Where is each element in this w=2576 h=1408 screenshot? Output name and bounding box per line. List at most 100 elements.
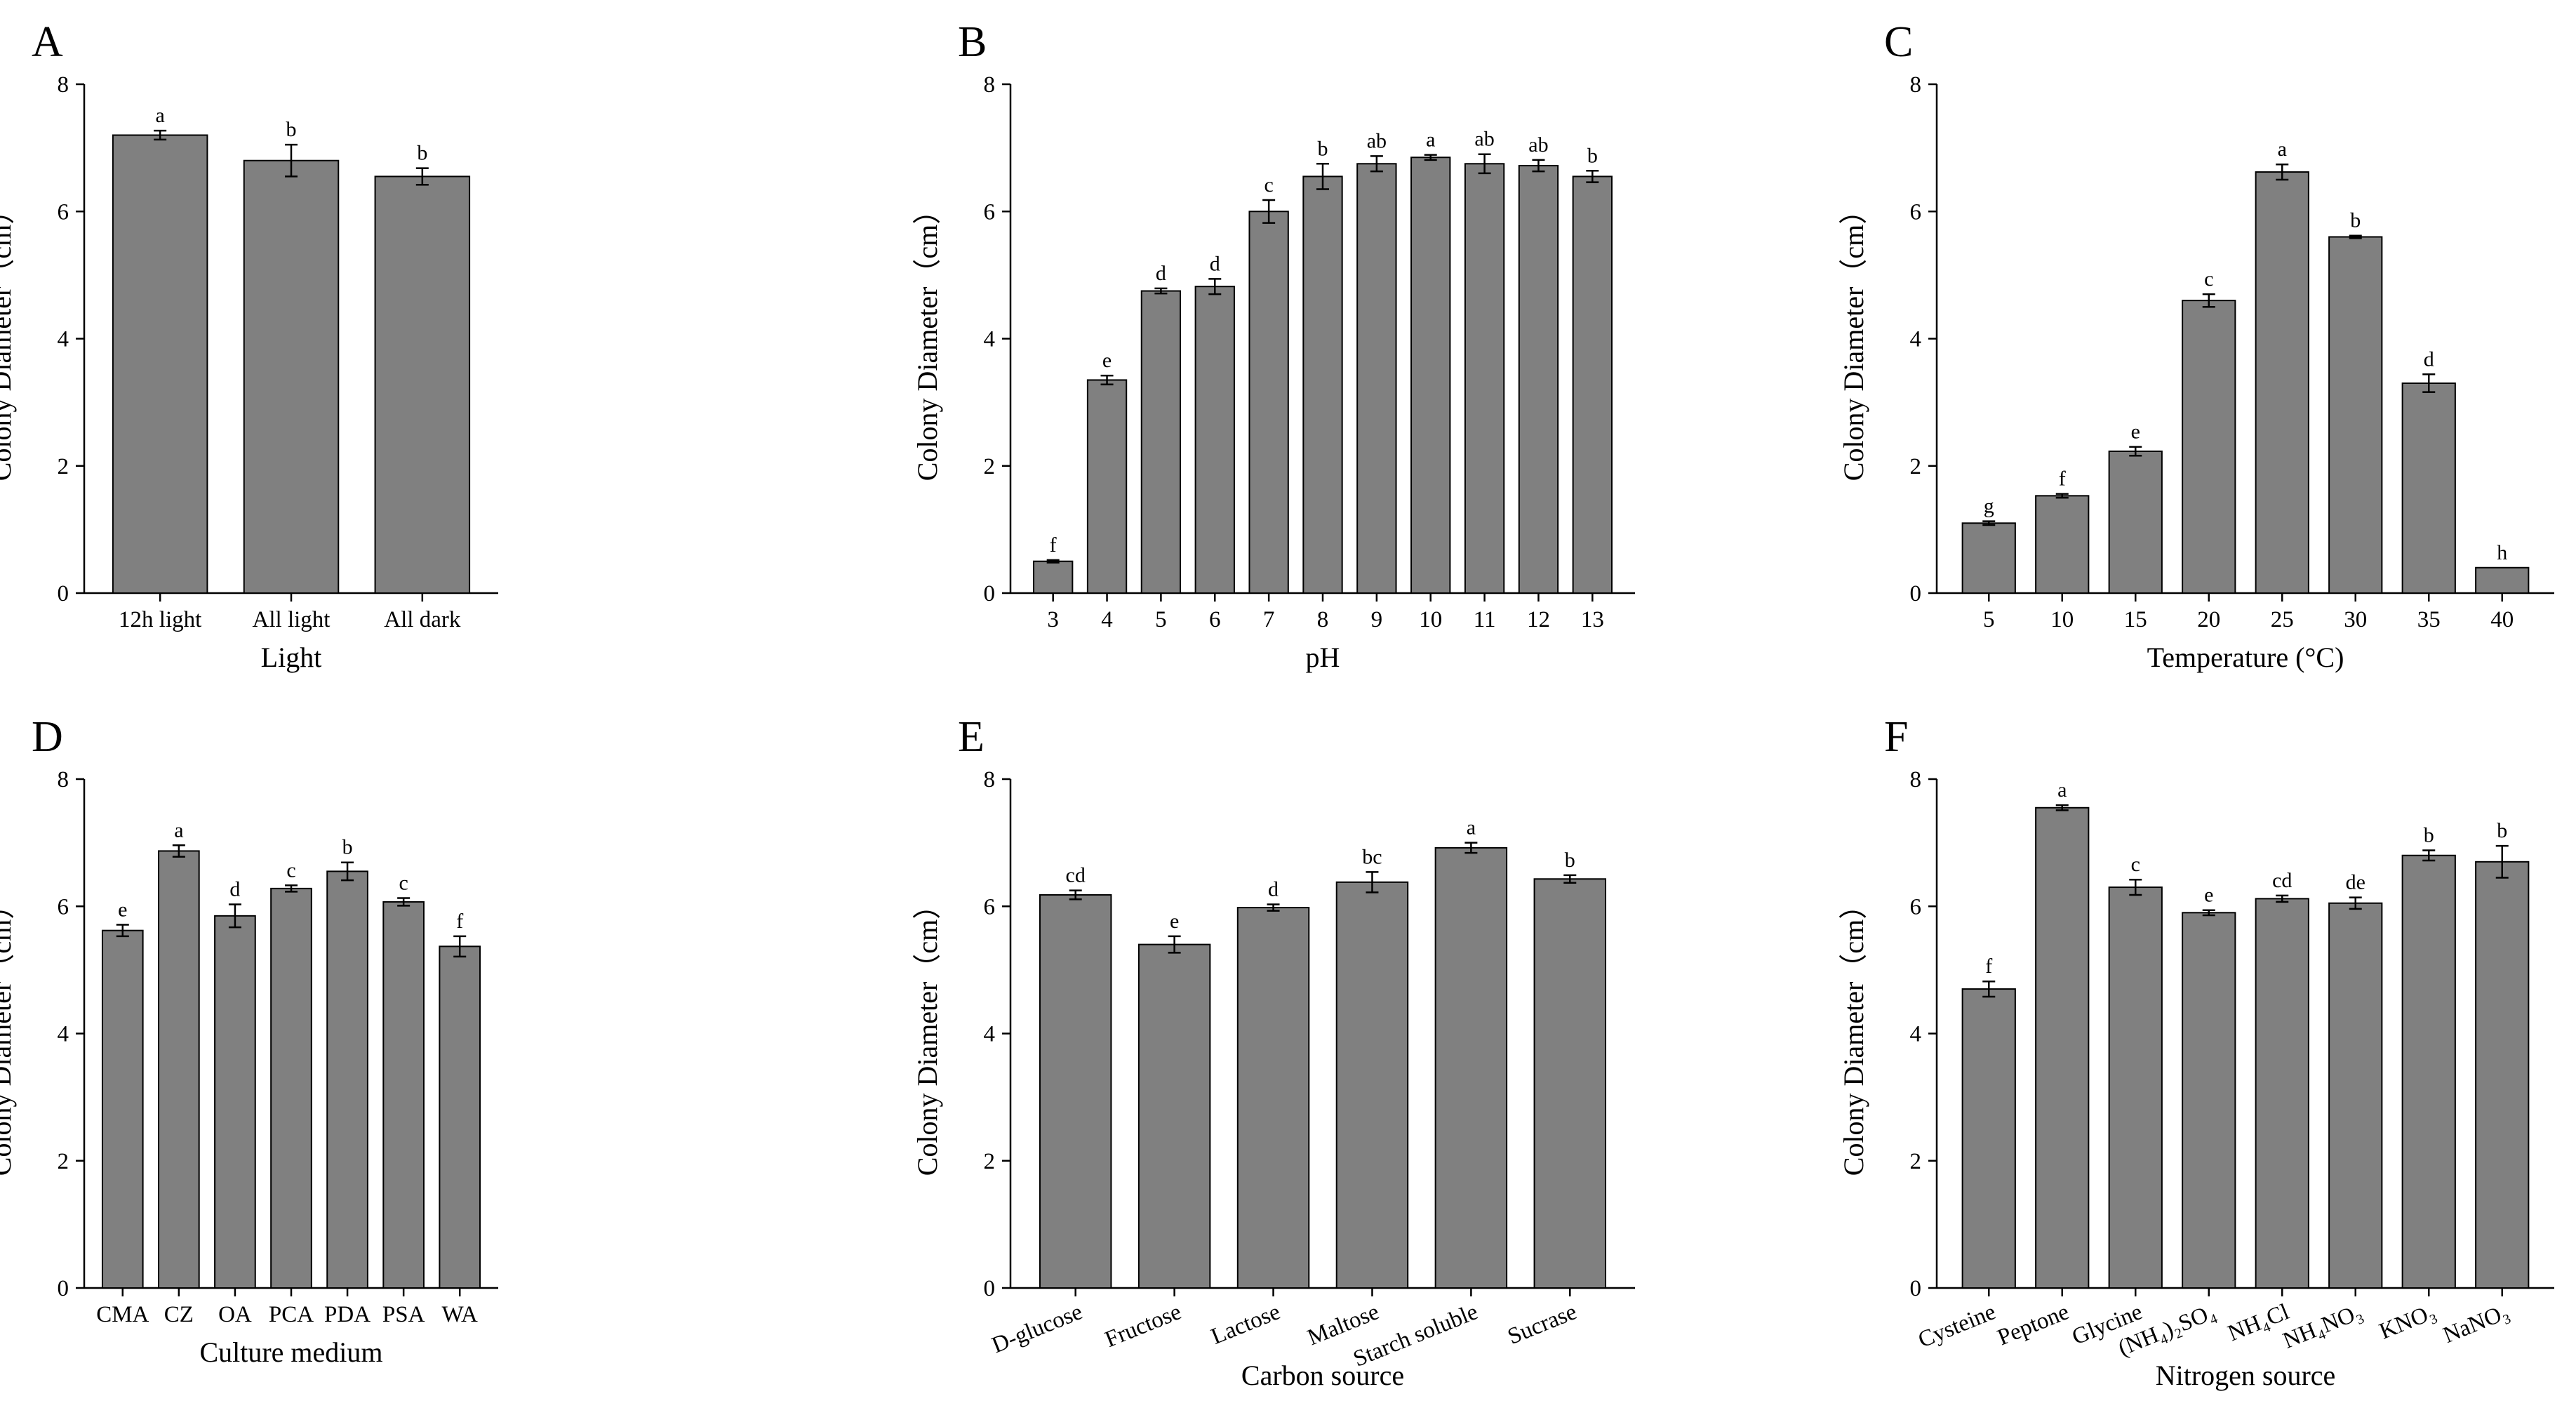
bar bbox=[1410, 157, 1451, 594]
x-tick-label: 10 bbox=[1419, 607, 1442, 632]
y-tick-label: 0 bbox=[1910, 581, 1922, 606]
bar bbox=[2401, 854, 2456, 1289]
significance-label: d bbox=[1268, 878, 1279, 901]
significance-label: a bbox=[156, 104, 165, 127]
x-tick-label: 15 bbox=[2124, 607, 2147, 632]
bar bbox=[1194, 286, 1235, 594]
bar bbox=[382, 901, 425, 1289]
y-tick-label: 4 bbox=[1910, 1022, 1922, 1047]
bar bbox=[1961, 988, 2016, 1289]
significance-label: b bbox=[1587, 144, 1598, 167]
bar bbox=[1464, 163, 1505, 594]
x-tick-label: All light bbox=[253, 607, 331, 632]
bar bbox=[214, 915, 256, 1289]
bar bbox=[2182, 300, 2236, 594]
y-tick-label: 6 bbox=[984, 199, 996, 225]
y-axis-title: Colony Diameter（cm） bbox=[0, 197, 17, 481]
y-tick-label: 6 bbox=[1910, 199, 1922, 225]
x-axis-title: Culture medium bbox=[199, 1336, 382, 1368]
bar bbox=[158, 850, 200, 1289]
x-tick-label: 20 bbox=[2197, 607, 2220, 632]
bar bbox=[2328, 902, 2383, 1289]
y-tick-label: 4 bbox=[984, 327, 996, 352]
y-tick-label: 4 bbox=[1910, 327, 1922, 352]
significance-label: d bbox=[1210, 252, 1220, 275]
y-tick-label: 4 bbox=[58, 1022, 69, 1047]
y-tick-label: 0 bbox=[984, 581, 996, 606]
significance-label: d bbox=[229, 878, 240, 901]
x-tick-label: 35 bbox=[2417, 607, 2441, 632]
significance-label: c bbox=[399, 871, 408, 894]
significance-label: a bbox=[2057, 778, 2067, 802]
bar bbox=[1248, 211, 1289, 594]
bar bbox=[1518, 165, 1559, 594]
x-tick-label: Peptone bbox=[1994, 1299, 2073, 1350]
y-axis-title: Colony Diameter（cm） bbox=[1838, 891, 1869, 1176]
x-tick-label: Sucrase bbox=[1504, 1299, 1581, 1350]
bar bbox=[2475, 861, 2530, 1289]
bar bbox=[2108, 450, 2163, 594]
x-tick-label: 40 bbox=[2490, 607, 2514, 632]
significance-label: e bbox=[2204, 884, 2213, 907]
significance-label: g bbox=[1984, 495, 1994, 518]
x-tick-label: WA bbox=[442, 1302, 478, 1327]
significance-label: b bbox=[286, 118, 297, 141]
significance-label: d bbox=[2424, 347, 2434, 371]
significance-label: ab bbox=[1528, 133, 1548, 157]
x-tick-label: NaNO₃ bbox=[2440, 1299, 2513, 1348]
significance-label: b bbox=[342, 836, 353, 859]
y-tick-label: 6 bbox=[58, 199, 69, 225]
bar bbox=[2108, 886, 2163, 1289]
x-tick-label: Fructose bbox=[1102, 1299, 1185, 1353]
significance-label: f bbox=[1985, 955, 1992, 978]
chart-panel-f: F 0 2 4 6 8 Colony Diameter（cm） f Cysteine a Pepto… bbox=[1838, 713, 2554, 1391]
significance-label: ab bbox=[1367, 129, 1387, 152]
x-tick-label: PDA bbox=[324, 1302, 371, 1327]
x-tick-label: 8 bbox=[1317, 607, 1329, 632]
y-axis-title: Colony Diameter（cm） bbox=[912, 197, 943, 481]
x-tick-label: NH₄NO₃ bbox=[2280, 1299, 2366, 1354]
bar bbox=[1335, 881, 1409, 1289]
bar bbox=[1961, 522, 2016, 594]
bar bbox=[2255, 171, 2309, 594]
x-tick-label: D-glucose bbox=[988, 1299, 1086, 1358]
x-tick-label: 4 bbox=[1101, 607, 1113, 632]
panel-letter: F bbox=[1884, 713, 1908, 761]
x-tick-label: 13 bbox=[1581, 607, 1604, 632]
significance-label: f bbox=[456, 910, 463, 933]
bar bbox=[1033, 560, 1074, 594]
x-axis-title: Temperature (°C) bbox=[2147, 642, 2344, 673]
panel-letter: B bbox=[958, 18, 987, 66]
y-tick-label: 4 bbox=[984, 1022, 996, 1047]
significance-label: b bbox=[2497, 819, 2507, 842]
bar bbox=[2475, 566, 2530, 594]
bar bbox=[112, 134, 208, 594]
y-tick-label: 2 bbox=[58, 1149, 69, 1174]
panel-letter: C bbox=[1884, 18, 1913, 66]
bar bbox=[1086, 379, 1128, 594]
bar bbox=[1140, 290, 1182, 594]
significance-label: d bbox=[1156, 262, 1166, 285]
significance-label: b bbox=[1565, 849, 1575, 872]
panel-letter: A bbox=[32, 18, 63, 66]
significance-label: b bbox=[417, 142, 427, 165]
x-tick-label: KNO₃ bbox=[2376, 1299, 2439, 1344]
y-tick-label: 8 bbox=[1910, 72, 1922, 98]
x-tick-label: 12 bbox=[1527, 607, 1550, 632]
x-tick-label: 12h light bbox=[119, 607, 201, 632]
significance-label: c bbox=[2204, 267, 2213, 291]
x-tick-label: Cysteine bbox=[1915, 1299, 2000, 1353]
bar bbox=[2035, 806, 2090, 1289]
bar bbox=[270, 887, 312, 1289]
x-tick-label: 6 bbox=[1209, 607, 1221, 632]
significance-label: e bbox=[1170, 910, 1179, 933]
y-tick-label: 2 bbox=[984, 454, 996, 479]
x-tick-label: 10 bbox=[2050, 607, 2074, 632]
x-tick-label: CZ bbox=[164, 1302, 194, 1327]
significance-label: f bbox=[1050, 533, 1057, 557]
x-axis-title: Carbon source bbox=[1241, 1360, 1404, 1391]
y-tick-label: 8 bbox=[1910, 767, 1922, 792]
y-tick-label: 6 bbox=[1910, 894, 1922, 919]
chart-panel-c: C 0 2 4 6 8 Colony Diameter（cm） g 5 f 10 e 15 c 20 a 25 b… bbox=[1838, 18, 2554, 673]
